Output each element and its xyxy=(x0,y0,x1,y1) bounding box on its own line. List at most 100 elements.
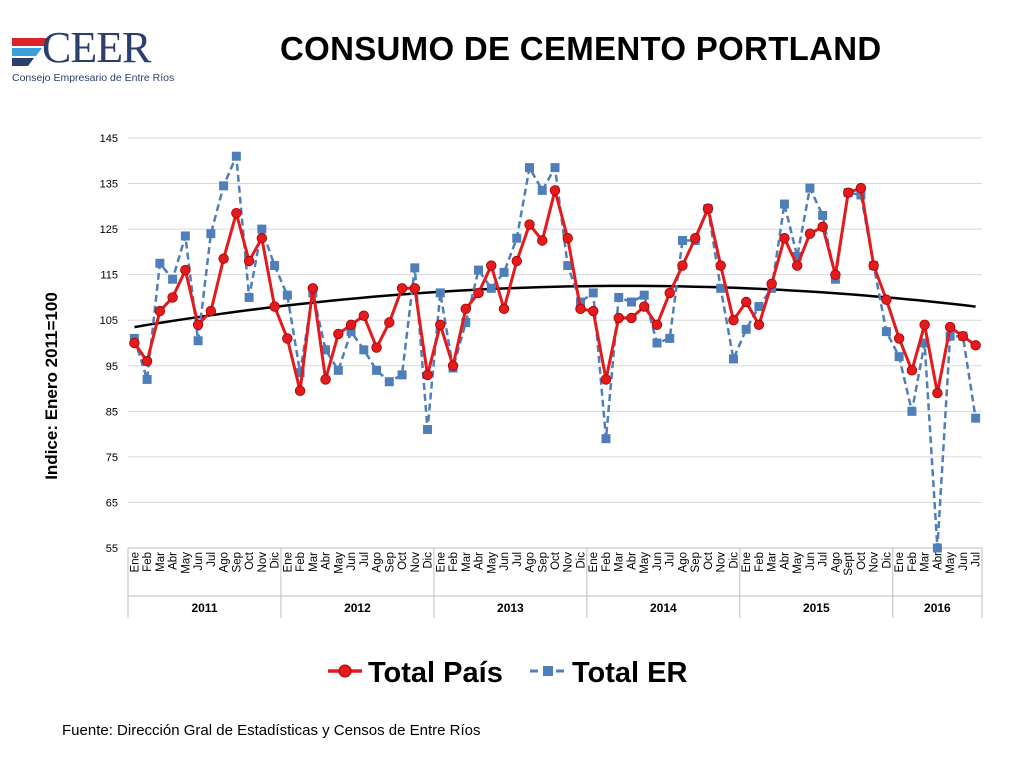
x-tick-label: Jul xyxy=(359,552,371,567)
data-point-total-er xyxy=(741,324,751,334)
data-point-total-er xyxy=(180,231,190,241)
data-point-total-er xyxy=(461,318,471,327)
y-tick-label: 115 xyxy=(100,270,118,282)
data-point-total-pais xyxy=(970,340,981,351)
data-point-total-pais xyxy=(855,182,867,194)
series-line-total-pais xyxy=(133,184,977,394)
data-point-total-pais xyxy=(333,328,344,340)
y-tick-label: 145 xyxy=(100,133,118,145)
year-label: 2012 xyxy=(344,601,371,615)
data-point-total-er xyxy=(525,163,535,173)
x-tick-label: May xyxy=(792,552,804,574)
data-point-total-pais xyxy=(664,287,675,299)
data-point-total-er xyxy=(792,251,802,261)
x-tick-label: Sep xyxy=(384,552,396,572)
data-point-total-pais xyxy=(690,233,701,244)
year-label: 2013 xyxy=(497,601,524,615)
data-point-total-er xyxy=(614,292,624,302)
x-tick-label: Dic xyxy=(270,552,282,569)
x-tick-label: Nov xyxy=(716,552,728,573)
data-point-total-pais xyxy=(842,187,854,198)
data-point-total-pais xyxy=(511,255,522,267)
data-point-total-er xyxy=(333,365,343,375)
x-tick-label: Jul xyxy=(818,552,830,567)
data-point-total-er xyxy=(563,261,573,271)
data-point-total-pais xyxy=(868,260,879,271)
x-tick-label: Ene xyxy=(435,552,447,572)
x-tick-label: Feb xyxy=(142,552,154,572)
data-point-total-er xyxy=(665,333,675,343)
data-point-total-er xyxy=(244,292,254,302)
year-label: 2014 xyxy=(650,601,677,615)
data-point-total-pais xyxy=(409,283,420,294)
x-tick-label: May xyxy=(639,552,651,574)
data-point-total-er xyxy=(486,283,496,293)
x-tick-label: Dic xyxy=(881,552,893,569)
y-tick-label: 65 xyxy=(106,497,118,509)
x-tick-label: May xyxy=(486,552,498,574)
x-tick-label: Mar xyxy=(308,552,320,572)
data-point-total-pais xyxy=(269,301,280,312)
x-tick-label: Jul xyxy=(665,552,677,567)
data-point-total-pais xyxy=(473,287,484,299)
data-point-total-pais xyxy=(702,203,714,214)
data-point-total-er xyxy=(359,345,369,355)
data-point-total-er xyxy=(971,413,981,423)
x-tick-label: Dic xyxy=(575,552,587,569)
data-point-total-er xyxy=(155,258,165,268)
x-tick-label: Ene xyxy=(588,552,600,572)
data-point-total-pais xyxy=(651,319,663,330)
data-point-total-er xyxy=(435,288,445,298)
x-tick-label: Abr xyxy=(626,552,638,570)
x-tick-label: Abr xyxy=(168,552,180,570)
data-point-total-er xyxy=(716,283,726,293)
x-tick-label: Sep xyxy=(690,552,702,572)
source-note: Fuente: Dirección Gral de Estadísticas y… xyxy=(62,722,481,739)
data-point-total-er xyxy=(257,224,267,234)
x-tick-label: Jun xyxy=(499,552,511,571)
x-tick-label: Oct xyxy=(397,551,409,570)
x-tick-label: May xyxy=(180,552,192,574)
data-point-total-er xyxy=(754,302,764,312)
data-point-total-pais xyxy=(422,369,433,381)
data-point-total-er xyxy=(499,267,509,277)
data-point-total-er xyxy=(881,327,891,337)
trendline xyxy=(134,284,976,329)
data-point-total-er xyxy=(206,229,216,239)
data-point-total-pais xyxy=(932,387,943,399)
legend: Total País Total ER xyxy=(328,657,688,689)
data-point-total-pais xyxy=(766,278,777,289)
x-tick-label: Ago xyxy=(677,552,689,572)
gridlines xyxy=(128,137,982,549)
y-tick-label: 85 xyxy=(106,406,118,418)
data-point-total-er xyxy=(894,352,904,362)
data-point-total-er xyxy=(537,185,547,195)
x-tick-label: Oct xyxy=(244,551,256,570)
x-tick-label: Feb xyxy=(448,552,460,572)
year-label: 2016 xyxy=(924,601,951,615)
data-point-total-er xyxy=(397,370,407,380)
page-title: CONSUMO DE CEMENTO PORTLAND xyxy=(280,30,882,67)
x-tick-label: Mar xyxy=(767,552,779,572)
x-tick-label: Ene xyxy=(129,552,141,572)
data-point-total-pais xyxy=(639,301,650,312)
data-point-total-pais xyxy=(600,374,612,385)
data-point-total-er xyxy=(728,354,738,364)
x-tick-label: Ene xyxy=(894,552,906,572)
y-tick-label: 125 xyxy=(100,224,118,236)
x-tick-label: Oct xyxy=(550,551,562,570)
ceer-logo: CEER Consejo Empresario de Entre Ríos xyxy=(10,22,174,84)
data-point-total-er xyxy=(626,297,636,307)
data-point-total-er xyxy=(295,368,305,378)
x-tick-label: Jun xyxy=(958,552,970,571)
data-point-total-pais xyxy=(435,319,446,330)
data-point-total-er xyxy=(550,163,560,173)
legend-label-total-er: Total ER xyxy=(572,657,688,689)
logo-mark-icon xyxy=(12,38,50,66)
data-point-total-er xyxy=(920,338,930,348)
x-tick-label: Feb xyxy=(907,552,919,572)
data-point-total-pais xyxy=(345,319,357,330)
y-tick-label: 105 xyxy=(100,315,118,327)
data-point-total-er xyxy=(601,434,611,444)
year-label: 2011 xyxy=(191,601,217,615)
